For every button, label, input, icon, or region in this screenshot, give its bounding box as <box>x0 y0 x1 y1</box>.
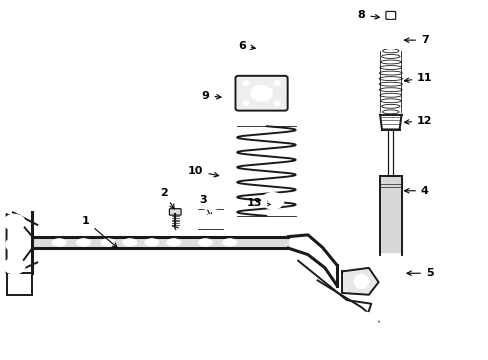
Text: 8: 8 <box>357 10 379 20</box>
FancyBboxPatch shape <box>169 209 181 215</box>
Circle shape <box>360 318 369 325</box>
Circle shape <box>273 101 280 106</box>
Ellipse shape <box>198 239 212 246</box>
Ellipse shape <box>223 239 236 246</box>
Circle shape <box>387 15 392 18</box>
Text: 12: 12 <box>404 116 432 126</box>
Ellipse shape <box>101 239 115 246</box>
Ellipse shape <box>145 239 158 246</box>
Ellipse shape <box>52 239 66 246</box>
Circle shape <box>352 313 377 330</box>
Text: 2: 2 <box>160 188 174 209</box>
Text: 11: 11 <box>404 73 432 83</box>
Circle shape <box>268 198 277 204</box>
Ellipse shape <box>77 239 90 246</box>
Circle shape <box>14 276 24 283</box>
Circle shape <box>3 215 25 230</box>
Text: 13: 13 <box>246 198 272 208</box>
Ellipse shape <box>166 239 180 246</box>
Ellipse shape <box>251 35 266 51</box>
Circle shape <box>377 30 403 49</box>
Circle shape <box>250 85 272 101</box>
Text: 6: 6 <box>238 41 255 50</box>
Circle shape <box>3 258 25 274</box>
Text: 7: 7 <box>404 35 428 45</box>
Ellipse shape <box>381 256 399 266</box>
Text: 9: 9 <box>201 91 221 101</box>
Text: 10: 10 <box>188 166 218 177</box>
FancyBboxPatch shape <box>385 12 395 19</box>
Circle shape <box>242 81 249 86</box>
Circle shape <box>273 81 280 86</box>
Text: 5: 5 <box>406 268 433 278</box>
Circle shape <box>262 193 283 209</box>
Text: 4: 4 <box>404 186 428 196</box>
Ellipse shape <box>123 239 137 246</box>
Text: 1: 1 <box>82 216 117 247</box>
Circle shape <box>385 257 395 265</box>
Circle shape <box>197 210 223 228</box>
Ellipse shape <box>353 274 368 289</box>
Text: 3: 3 <box>199 195 211 217</box>
FancyBboxPatch shape <box>235 76 287 111</box>
Circle shape <box>384 35 396 44</box>
Circle shape <box>242 101 249 106</box>
Polygon shape <box>341 268 378 295</box>
Circle shape <box>5 238 23 251</box>
Circle shape <box>204 215 216 223</box>
Circle shape <box>14 285 24 292</box>
